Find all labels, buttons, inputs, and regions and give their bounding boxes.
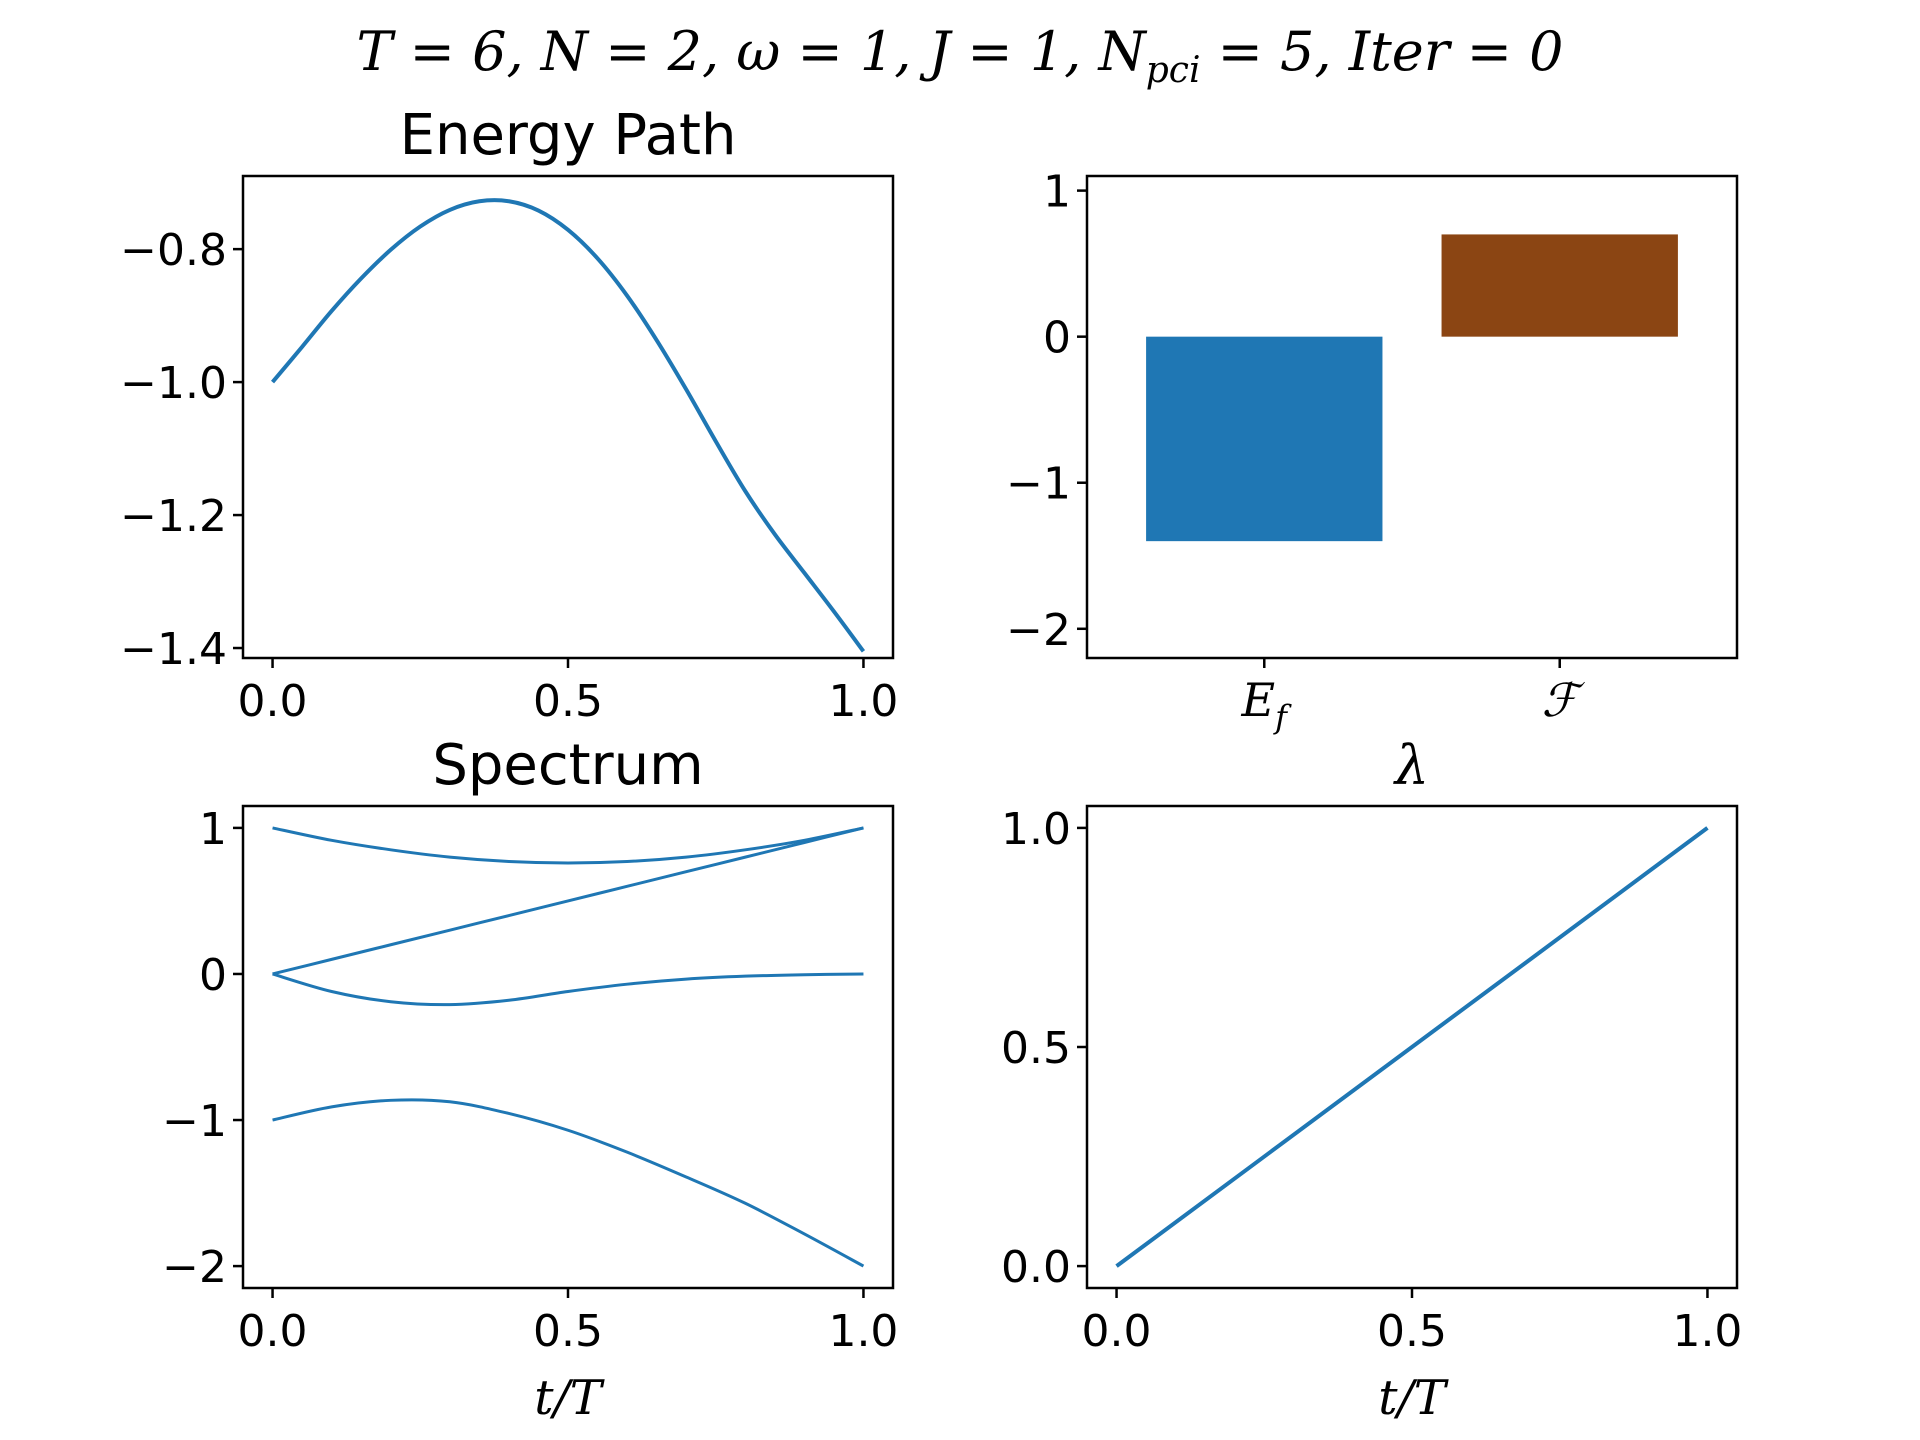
x-tick-label-main: ℱ xyxy=(1542,673,1586,727)
x-tick-label-sub: f xyxy=(1273,698,1292,736)
y-tick-label: −2 xyxy=(162,1242,227,1293)
y-tick-label: −0.8 xyxy=(120,225,227,276)
y-tick-label: −1 xyxy=(1006,459,1071,510)
axes-frame xyxy=(1085,174,1739,660)
y-tick-label: −1.4 xyxy=(120,624,227,675)
y-tick-label: 0 xyxy=(1043,313,1071,364)
y-tick-label: −1.2 xyxy=(120,491,227,542)
series-line-3 xyxy=(272,1098,865,1268)
series-line-1 xyxy=(272,826,864,976)
x-tick-label: 0.0 xyxy=(1082,1306,1152,1357)
y-tick-label: −1.0 xyxy=(120,358,227,409)
suptitle-subscript: pci xyxy=(1146,50,1201,91)
bar-F xyxy=(1441,234,1678,337)
x-tick-label-main: E xyxy=(1241,673,1276,727)
energy-path-panel: −0.8 −1.0 −1.2 −1.40.0 0.5 1.0 Energy Path xyxy=(120,103,898,727)
x-tick-label: 0.5 xyxy=(533,676,603,727)
x-tick-label: 0.5 xyxy=(1377,1306,1447,1357)
series-line-0 xyxy=(272,826,864,865)
y-tick-label: 0 xyxy=(199,950,227,1001)
panel-title: Energy Path xyxy=(400,103,737,168)
x-axis-label: t/T xyxy=(1378,1370,1448,1426)
y-tick-label: −1 xyxy=(162,1096,227,1147)
series-line-2 xyxy=(272,972,864,1007)
lambda-panel: 1.0 0.5 0.00.0 0.5 1.0 λ t/T xyxy=(1001,734,1742,1426)
panel-title: Spectrum xyxy=(432,733,703,798)
x-tick-label: 0.0 xyxy=(238,1306,308,1357)
x-tick-label: 1.0 xyxy=(828,1306,898,1357)
x-tick-label: 1.0 xyxy=(828,676,898,727)
y-tick-label: 0.5 xyxy=(1001,1023,1071,1074)
axes-frame xyxy=(241,804,895,1290)
bar-E_f xyxy=(1146,336,1383,542)
bar-panel: 1 0 −1 −2 Ef ℱ xyxy=(1006,167,1739,736)
series-line-0 xyxy=(1115,826,1709,1268)
series-line-0 xyxy=(271,198,866,653)
y-tick-label: 1 xyxy=(199,804,227,855)
panel-title: λ xyxy=(1393,734,1429,797)
y-tick-label: 1 xyxy=(1043,167,1071,218)
x-tick-label: 1.0 xyxy=(1672,1306,1742,1357)
x-tick-label: ℱ xyxy=(1542,673,1586,727)
x-tick-label: 0.5 xyxy=(533,1306,603,1357)
x-tick-label: 0.0 xyxy=(238,676,308,727)
y-tick-label: 1.0 xyxy=(1001,804,1071,855)
spectrum-panel: 1 0 −1 −20.0 0.5 1.0 Spectrum t/T xyxy=(162,733,898,1426)
figure-suptitle: T = 6, N = 2, ω = 1, J = 1, Npci = 5, It… xyxy=(357,20,1564,91)
axes-frame xyxy=(241,174,895,660)
y-tick-label: −2 xyxy=(1006,605,1071,656)
suptitle-tail: = 5, Iter = 0 xyxy=(1200,20,1563,83)
x-tick-label: Ef xyxy=(1241,673,1293,736)
x-axis-label: t/T xyxy=(534,1370,604,1426)
y-tick-label: 0.0 xyxy=(1001,1242,1071,1293)
